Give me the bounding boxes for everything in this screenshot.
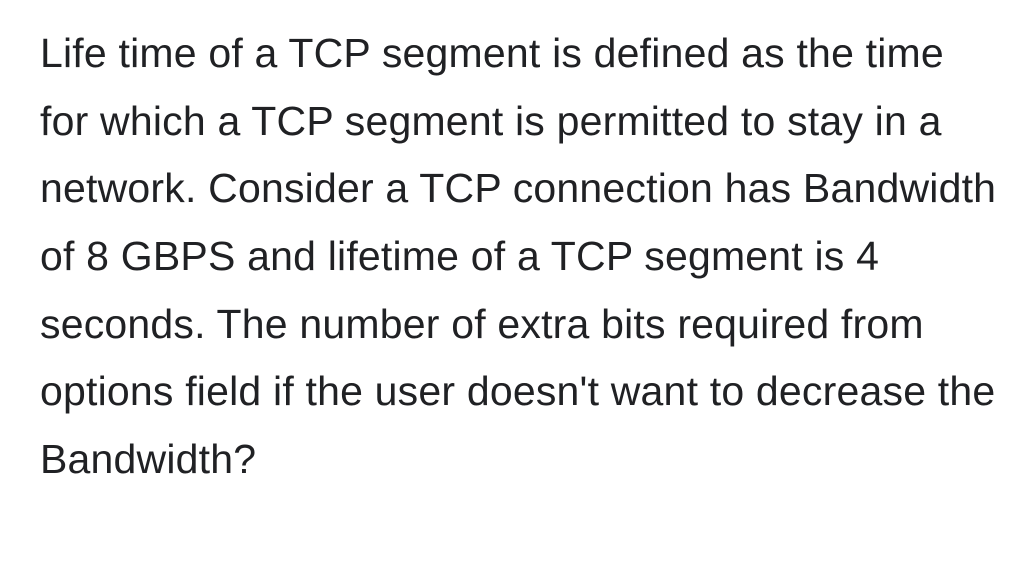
question-container: Life time of a TCP segment is defined as…: [0, 0, 1032, 513]
question-text: Life time of a TCP segment is defined as…: [40, 20, 1002, 493]
